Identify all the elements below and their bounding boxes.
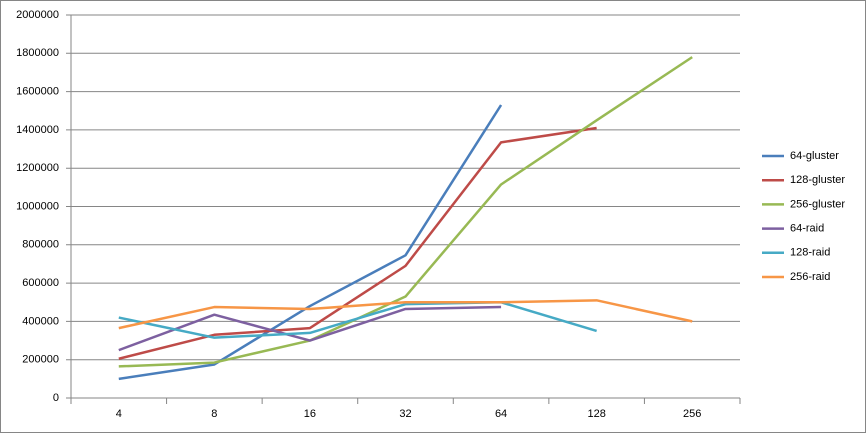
series-line — [118, 301, 598, 339]
y-tick-label: 1200000 — [16, 162, 59, 174]
series-line — [118, 126, 597, 360]
y-tick-label: 0 — [53, 392, 59, 404]
y-tick-label: 1600000 — [16, 86, 59, 98]
legend-label: 128-gluster — [790, 174, 845, 186]
x-tick-label: 4 — [116, 408, 122, 420]
legend-label: 64-gluster — [790, 150, 839, 162]
legend-label: 256-raid — [790, 271, 830, 283]
series-line — [118, 299, 693, 330]
y-tick-label: 200000 — [22, 354, 59, 366]
legend-label: 256-gluster — [790, 198, 845, 210]
y-tick-label: 1400000 — [16, 124, 59, 136]
x-tick-label: 64 — [495, 408, 507, 420]
y-tick-label: 800000 — [22, 239, 59, 251]
series-line — [118, 305, 502, 352]
x-tick-label: 8 — [211, 408, 217, 420]
series-line — [118, 104, 503, 381]
series-line — [118, 56, 693, 368]
y-tick-label: 1800000 — [16, 47, 59, 59]
y-tick-label: 400000 — [22, 315, 59, 327]
legend-label: 64-raid — [790, 223, 824, 235]
x-tick-label: 32 — [399, 408, 411, 420]
x-tick-label: 128 — [587, 408, 605, 420]
y-tick-label: 1000000 — [16, 200, 59, 212]
y-tick-label: 600000 — [22, 277, 59, 289]
x-tick-label: 256 — [683, 408, 701, 420]
legend-label: 128-raid — [790, 247, 830, 259]
x-tick-label: 16 — [304, 408, 316, 420]
y-tick-label: 2000000 — [16, 9, 59, 21]
